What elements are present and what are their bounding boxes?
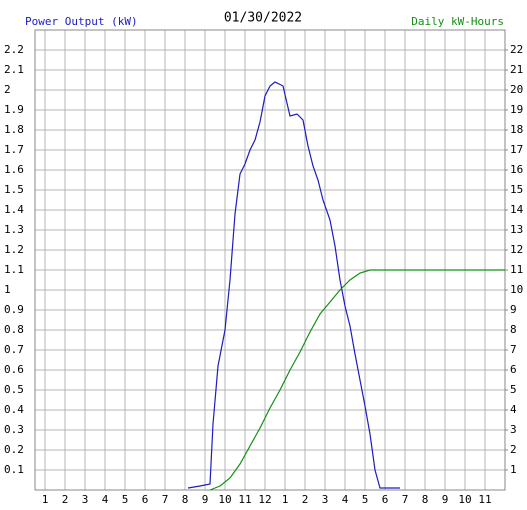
y2-tick-label: 22 bbox=[510, 43, 523, 56]
x-tick-label: 11 bbox=[238, 493, 251, 506]
y2-tick-label: 14 bbox=[510, 203, 524, 216]
y-tick-label: 0.8 bbox=[4, 323, 24, 336]
y2-tick-label: 1 bbox=[510, 463, 517, 476]
y2-tick-label: 3 bbox=[510, 423, 517, 436]
y2-tick-label: 21 bbox=[510, 63, 523, 76]
x-tick-label: 4 bbox=[342, 493, 349, 506]
y2-tick-label: 4 bbox=[510, 403, 517, 416]
y2-tick-label: 20 bbox=[510, 83, 523, 96]
y-tick-label: 1 bbox=[4, 283, 11, 296]
plot-border bbox=[34, 29, 506, 491]
x-tick-label: 2 bbox=[62, 493, 69, 506]
y-tick-label: 1.8 bbox=[4, 123, 24, 136]
y-tick-label: 1.1 bbox=[4, 263, 24, 276]
y-tick-label: 2.2 bbox=[4, 43, 24, 56]
y2-tick-label: 7 bbox=[510, 343, 517, 356]
x-tick-label: 10 bbox=[458, 493, 471, 506]
x-tick-label: 3 bbox=[322, 493, 329, 506]
y2-tick-label: 15 bbox=[510, 183, 523, 196]
y2-axis-title: Daily kW-Hours bbox=[411, 15, 504, 28]
y-tick-label: 0.1 bbox=[4, 463, 24, 476]
x-tick-label: 11 bbox=[478, 493, 491, 506]
x-tick-label: 5 bbox=[362, 493, 369, 506]
y2-tick-label: 19 bbox=[510, 103, 523, 116]
y-tick-label: 1.6 bbox=[4, 163, 24, 176]
y-tick-label: 2 bbox=[4, 83, 11, 96]
y-tick-label: 0.6 bbox=[4, 363, 24, 376]
y2-tick-label: 2 bbox=[510, 443, 517, 456]
x-tick-label: 9 bbox=[442, 493, 449, 506]
y-tick-label: 1.9 bbox=[4, 103, 24, 116]
y2-tick-label: 11 bbox=[510, 263, 523, 276]
x-tick-label: 9 bbox=[202, 493, 209, 506]
series-line bbox=[187, 81, 400, 489]
y-tick-label: 0.3 bbox=[4, 423, 24, 436]
y2-tick-label: 9 bbox=[510, 303, 517, 316]
x-tick-label: 8 bbox=[422, 493, 429, 506]
y2-tick-label: 17 bbox=[510, 143, 523, 156]
chart-title: 01/30/2022 bbox=[224, 11, 302, 26]
x-tick-label: 3 bbox=[82, 493, 89, 506]
y2-tick-label: 13 bbox=[510, 223, 523, 236]
y2-tick-label: 5 bbox=[510, 383, 517, 396]
x-tick-label: 1 bbox=[42, 493, 49, 506]
y-tick-label: 0.7 bbox=[4, 343, 24, 356]
x-tick-label: 7 bbox=[402, 493, 409, 506]
y-tick-label: 2.1 bbox=[4, 63, 24, 76]
y2-tick-label: 12 bbox=[510, 243, 523, 256]
y-tick-label: 0.5 bbox=[4, 383, 24, 396]
x-tick-label: 6 bbox=[382, 493, 389, 506]
y-tick-label: 0.2 bbox=[4, 443, 24, 456]
x-tick-label: 4 bbox=[102, 493, 109, 506]
y2-tick-label: 10 bbox=[510, 283, 523, 296]
y-tick-label: 0.9 bbox=[4, 303, 24, 316]
y-axis-title: Power Output (kW) bbox=[25, 15, 138, 28]
x-tick-label: 5 bbox=[122, 493, 129, 506]
y-tick-label: 0.4 bbox=[4, 403, 24, 416]
x-tick-label: 12 bbox=[258, 493, 271, 506]
x-tick-label: 6 bbox=[142, 493, 149, 506]
y-tick-label: 1.2 bbox=[4, 243, 24, 256]
y2-tick-label: 8 bbox=[510, 323, 517, 336]
y2-tick-label: 18 bbox=[510, 123, 523, 136]
y-tick-label: 1.5 bbox=[4, 183, 24, 196]
x-tick-label: 7 bbox=[162, 493, 169, 506]
x-tick-label: 2 bbox=[302, 493, 309, 506]
y-tick-label: 1.3 bbox=[4, 223, 24, 236]
series-line bbox=[209, 269, 505, 491]
y-tick-label: 1.4 bbox=[4, 203, 24, 216]
x-tick-label: 10 bbox=[218, 493, 231, 506]
x-tick-label: 1 bbox=[282, 493, 289, 506]
y2-tick-label: 6 bbox=[510, 363, 517, 376]
y2-tick-label: 16 bbox=[510, 163, 523, 176]
x-tick-label: 8 bbox=[182, 493, 189, 506]
y-tick-label: 1.7 bbox=[4, 143, 24, 156]
